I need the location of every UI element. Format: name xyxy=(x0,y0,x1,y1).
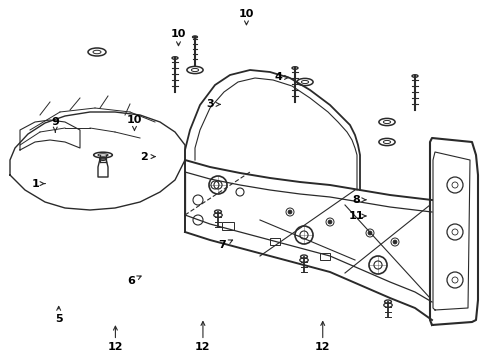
Text: 12: 12 xyxy=(195,342,210,352)
Text: 11: 11 xyxy=(347,211,363,221)
Bar xyxy=(319,253,329,260)
Circle shape xyxy=(392,240,396,244)
Text: 2: 2 xyxy=(140,152,148,162)
Text: 8: 8 xyxy=(351,195,359,205)
Text: 12: 12 xyxy=(107,342,123,352)
Text: 10: 10 xyxy=(238,9,254,19)
Circle shape xyxy=(287,210,291,214)
Text: 3: 3 xyxy=(206,99,214,109)
Bar xyxy=(269,238,280,245)
Text: 5: 5 xyxy=(55,314,62,324)
Text: 10: 10 xyxy=(170,29,186,39)
Bar xyxy=(222,222,234,230)
Text: 12: 12 xyxy=(314,342,330,352)
Text: 6: 6 xyxy=(127,276,135,286)
Text: 10: 10 xyxy=(126,115,142,125)
Text: 7: 7 xyxy=(218,240,226,250)
Circle shape xyxy=(327,220,331,224)
Text: 9: 9 xyxy=(51,117,59,127)
Circle shape xyxy=(367,231,371,235)
Text: 1: 1 xyxy=(31,179,39,189)
Text: 4: 4 xyxy=(274,72,282,82)
